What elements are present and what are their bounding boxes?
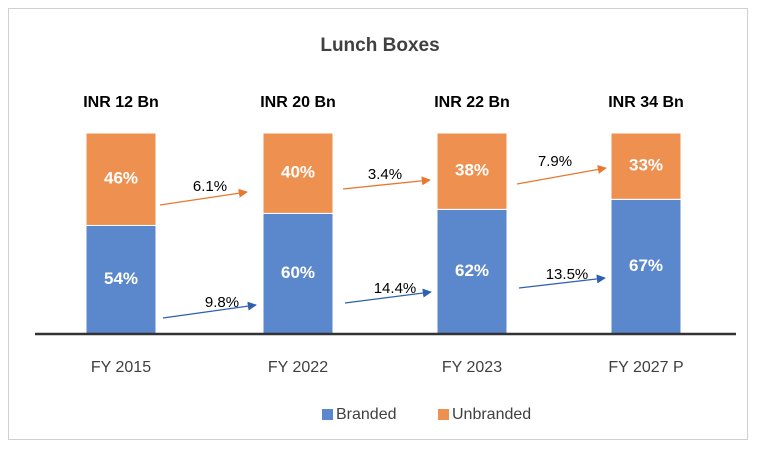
data-label: 67% xyxy=(629,256,663,275)
data-label: 46% xyxy=(104,169,138,188)
bar-segment xyxy=(610,198,682,335)
x-tick-label: FY 2027 P xyxy=(608,359,683,376)
bar-segment xyxy=(610,132,682,200)
total-label: INR 12 Bn xyxy=(83,94,159,111)
x-tick-label: FY 2015 xyxy=(91,359,151,376)
total-label: INR 20 Bn xyxy=(260,94,336,111)
data-label: 62% xyxy=(455,261,489,280)
total-label: INR 34 Bn xyxy=(608,94,684,111)
legend-swatch xyxy=(322,409,333,420)
data-label: 33% xyxy=(629,156,663,175)
data-label: 54% xyxy=(104,269,138,288)
growth-label: 7.9% xyxy=(538,153,572,170)
bar-segment xyxy=(85,132,157,226)
x-tick-label: FY 2023 xyxy=(442,359,502,376)
growth-label: 3.4% xyxy=(368,166,402,183)
growth-label: 6.1% xyxy=(193,178,227,195)
bar-segment xyxy=(436,132,508,210)
growth-label: 13.5% xyxy=(546,266,589,283)
growth-label: 9.8% xyxy=(205,294,239,311)
growth-arrow xyxy=(344,288,432,304)
growth-arrow xyxy=(516,164,607,185)
data-label: 40% xyxy=(281,163,315,182)
data-label: 60% xyxy=(281,263,315,282)
growth-arrow xyxy=(159,188,248,206)
bar-segment xyxy=(262,132,334,214)
legend-label: Unbranded xyxy=(452,406,531,423)
total-label: INR 22 Bn xyxy=(434,94,510,111)
growth-arrow xyxy=(162,301,257,319)
bar-segment xyxy=(436,208,508,335)
chart-title: Lunch Boxes xyxy=(320,35,439,56)
legend-label: Branded xyxy=(336,406,397,423)
x-tick-label: FY 2022 xyxy=(268,359,328,376)
growth-label: 14.4% xyxy=(374,280,417,297)
growth-arrow xyxy=(518,274,606,289)
legend-swatch xyxy=(438,409,449,420)
bar-segment xyxy=(85,224,157,335)
data-label: 38% xyxy=(455,161,489,180)
growth-arrow xyxy=(342,176,431,190)
bar-segment xyxy=(262,212,334,335)
